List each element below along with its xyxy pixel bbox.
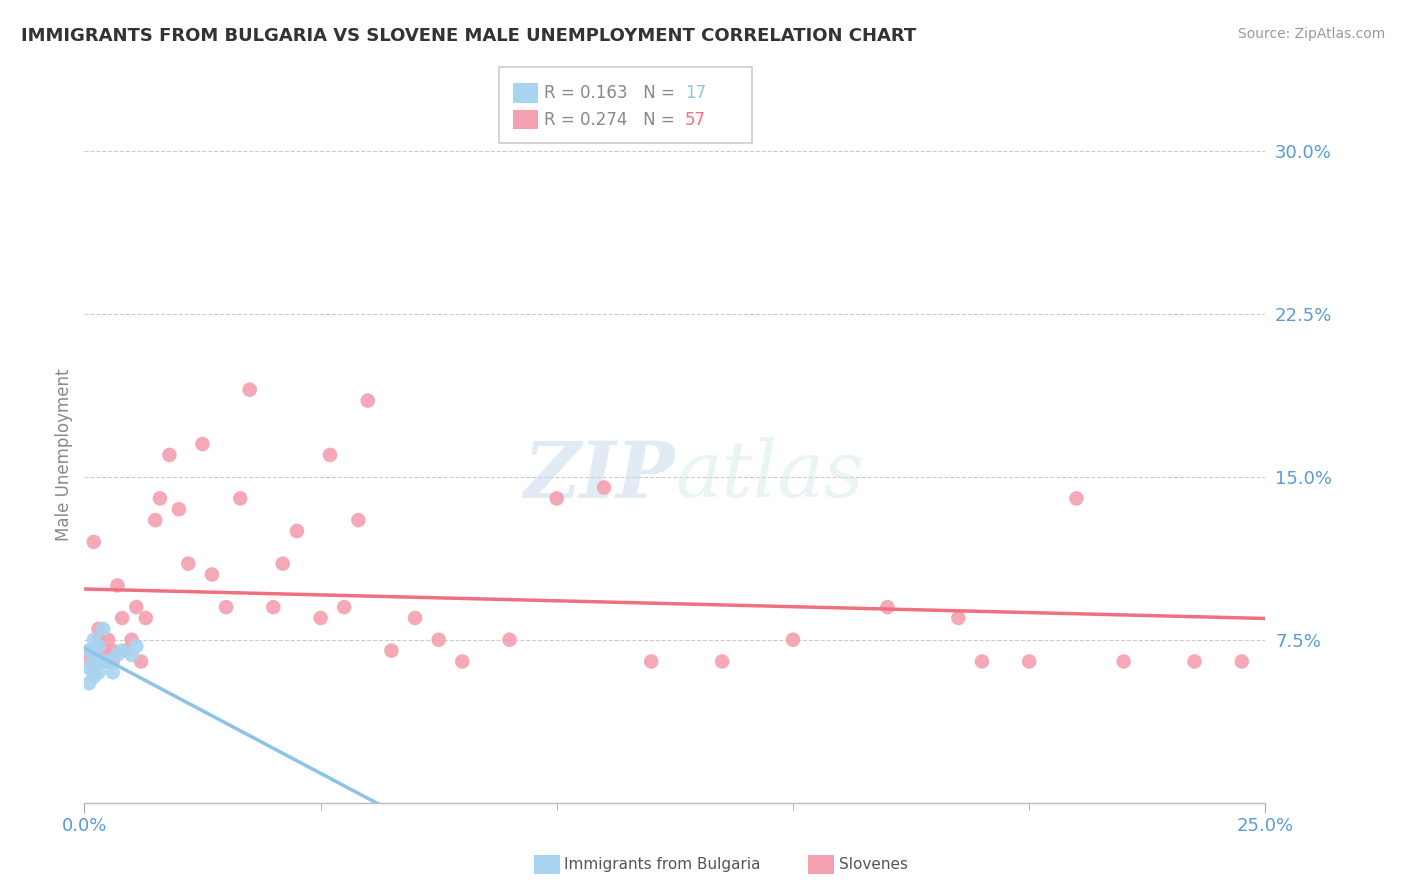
Point: [121, 648, 143, 662]
Point: [229, 491, 252, 506]
Point: [451, 655, 474, 669]
Text: Slovenes: Slovenes: [839, 857, 908, 871]
Point: [101, 643, 124, 657]
Point: [262, 600, 284, 615]
Point: [101, 655, 124, 669]
Point: [1066, 491, 1088, 506]
Point: [97, 655, 120, 669]
Point: [177, 557, 200, 571]
Point: [97, 632, 120, 647]
Point: [115, 643, 138, 657]
Point: [77, 643, 100, 657]
Point: [111, 611, 134, 625]
Point: [347, 513, 370, 527]
Point: [215, 600, 238, 615]
Point: [91, 643, 114, 657]
Point: [91, 655, 114, 669]
Text: R = 0.163   N =: R = 0.163 N =: [544, 84, 681, 102]
Point: [125, 600, 148, 615]
Point: [271, 557, 294, 571]
Point: [77, 676, 100, 690]
Point: [87, 632, 110, 647]
Text: 57: 57: [685, 111, 706, 128]
Point: [309, 611, 332, 625]
Point: [77, 643, 100, 657]
Point: [1230, 655, 1253, 669]
Point: [101, 665, 124, 680]
Point: [77, 661, 100, 675]
Point: [711, 655, 734, 669]
Point: [129, 655, 152, 669]
Point: [1112, 655, 1135, 669]
Point: [404, 611, 426, 625]
Point: [782, 632, 804, 647]
Point: [83, 670, 105, 684]
Point: [87, 622, 110, 636]
Point: [83, 655, 105, 669]
Point: [427, 632, 450, 647]
Point: [135, 611, 157, 625]
Point: [87, 639, 110, 653]
Point: [593, 481, 616, 495]
Point: [83, 535, 105, 549]
Point: [83, 632, 105, 647]
Point: [640, 655, 662, 669]
Point: [87, 655, 110, 669]
Point: [285, 524, 308, 538]
Point: [111, 643, 134, 657]
Point: [107, 578, 129, 592]
Point: [1184, 655, 1206, 669]
Point: [87, 665, 110, 680]
Y-axis label: Male Unemployment: Male Unemployment: [55, 368, 73, 541]
Point: [970, 655, 993, 669]
Point: [167, 502, 190, 516]
Point: [380, 643, 402, 657]
Text: 17: 17: [685, 84, 706, 102]
Point: [87, 655, 110, 669]
Point: [1018, 655, 1040, 669]
Point: [948, 611, 970, 625]
Point: [546, 491, 568, 506]
Point: [97, 655, 120, 669]
Point: [125, 639, 148, 653]
Point: [143, 513, 166, 527]
Text: ZIP: ZIP: [523, 438, 675, 514]
Point: [77, 655, 100, 669]
Point: [319, 448, 342, 462]
Point: [91, 622, 114, 636]
Point: [107, 648, 129, 662]
Text: atlas: atlas: [675, 438, 863, 514]
Point: [191, 437, 214, 451]
Point: [876, 600, 898, 615]
Point: [83, 655, 105, 669]
Point: [149, 491, 172, 506]
Point: [357, 393, 380, 408]
Point: [498, 632, 520, 647]
Text: Source: ZipAtlas.com: Source: ZipAtlas.com: [1237, 27, 1385, 41]
Text: Immigrants from Bulgaria: Immigrants from Bulgaria: [564, 857, 761, 871]
Point: [366, 806, 388, 821]
Point: [121, 632, 143, 647]
Point: [91, 655, 114, 669]
Point: [157, 448, 180, 462]
Point: [239, 383, 262, 397]
Point: [333, 600, 356, 615]
Point: [83, 665, 105, 680]
Text: R = 0.274   N =: R = 0.274 N =: [544, 111, 681, 128]
Text: IMMIGRANTS FROM BULGARIA VS SLOVENE MALE UNEMPLOYMENT CORRELATION CHART: IMMIGRANTS FROM BULGARIA VS SLOVENE MALE…: [21, 27, 917, 45]
Point: [201, 567, 224, 582]
